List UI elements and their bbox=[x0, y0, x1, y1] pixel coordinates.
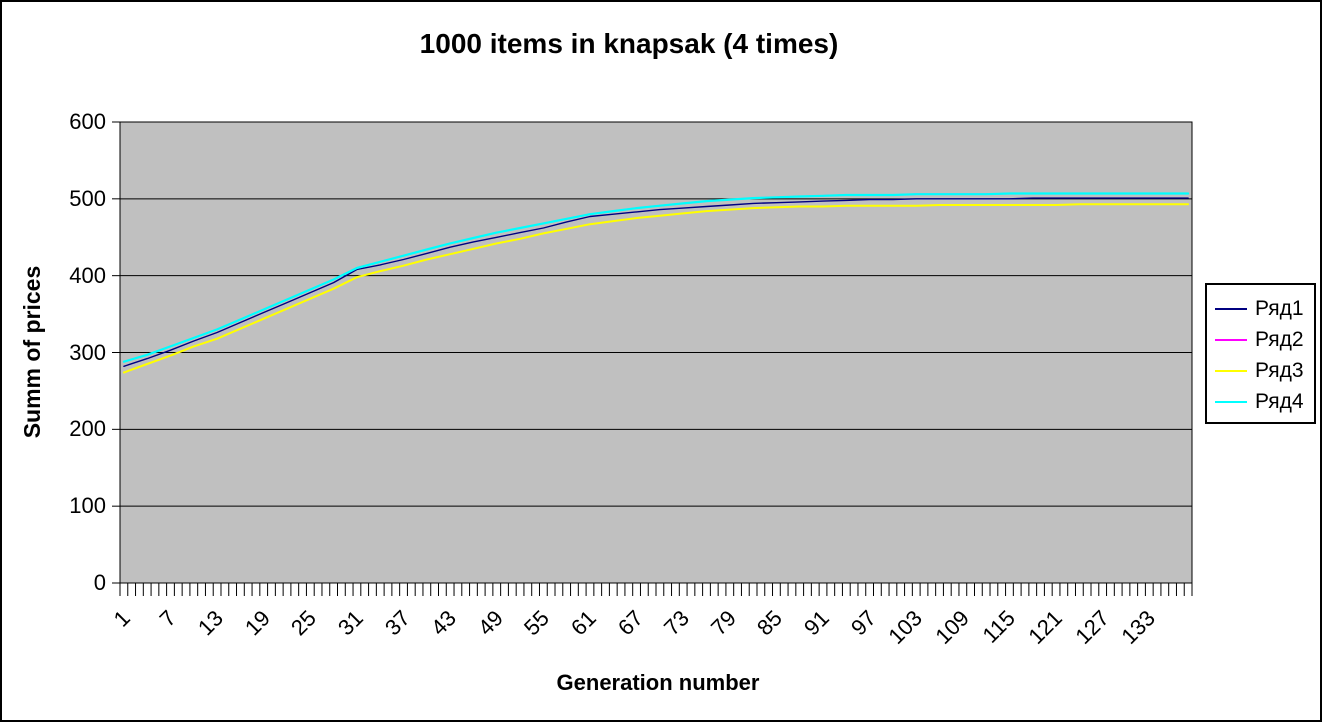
legend-line-swatch bbox=[1215, 400, 1247, 403]
y-axis-title: Summ of prices bbox=[19, 265, 45, 439]
chart-title: 1000 items in knapsak (4 times) bbox=[419, 28, 839, 59]
y-tick-label: 400 bbox=[69, 262, 106, 288]
series-line-Ряд1 bbox=[123, 197, 1189, 367]
x-axis-title: Generation number bbox=[556, 670, 760, 695]
legend-label: Ряд3 bbox=[1255, 358, 1304, 382]
legend-line-swatch bbox=[1215, 338, 1247, 341]
legend-item-Ряд4: Ряд4 bbox=[1215, 386, 1314, 417]
y-tick-label: 500 bbox=[69, 185, 106, 211]
y-tick-label: 300 bbox=[69, 339, 106, 365]
y-tick-label: 100 bbox=[69, 493, 106, 519]
legend-line-swatch bbox=[1215, 307, 1247, 310]
legend-line-swatch bbox=[1215, 369, 1247, 372]
y-tick-label: 200 bbox=[69, 416, 106, 442]
legend-item-Ряд3: Ряд3 bbox=[1215, 355, 1314, 386]
legend: Ряд1 Ряд2 Ряд3 Ряд4 bbox=[1205, 283, 1316, 424]
y-tick-label: 600 bbox=[69, 109, 106, 134]
y-tick-label: 0 bbox=[93, 570, 106, 595]
series-line-Ряд3 bbox=[122, 203, 1190, 374]
legend-label: Ряд1 bbox=[1255, 296, 1304, 320]
legend-label: Ряд2 bbox=[1255, 327, 1304, 351]
legend-item-Ряд1: Ряд1 bbox=[1215, 293, 1314, 324]
series-line-Ряд4 bbox=[122, 192, 1190, 363]
legend-label: Ряд4 bbox=[1255, 389, 1304, 413]
legend-item-Ряд2: Ряд2 bbox=[1215, 324, 1314, 355]
